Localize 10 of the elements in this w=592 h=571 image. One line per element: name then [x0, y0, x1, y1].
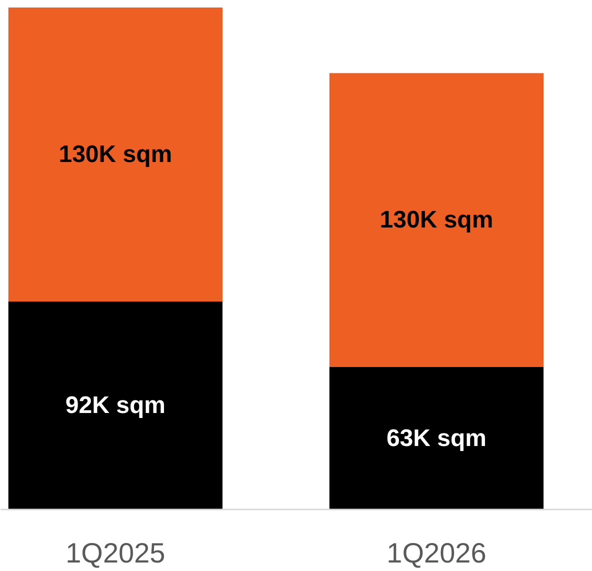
bar [329, 367, 544, 510]
x-tick-label: 1Q2025 [66, 538, 166, 568]
x-tick-label: 1Q2026 [386, 538, 486, 568]
bar [8, 8, 222, 302]
data-label: 130K sqm [380, 206, 494, 234]
data-label: 130K sqm [58, 140, 172, 168]
data-label: 63K sqm [386, 424, 486, 452]
data-label: 92K sqm [65, 392, 166, 419]
bar [8, 301, 222, 510]
bar [329, 73, 544, 368]
